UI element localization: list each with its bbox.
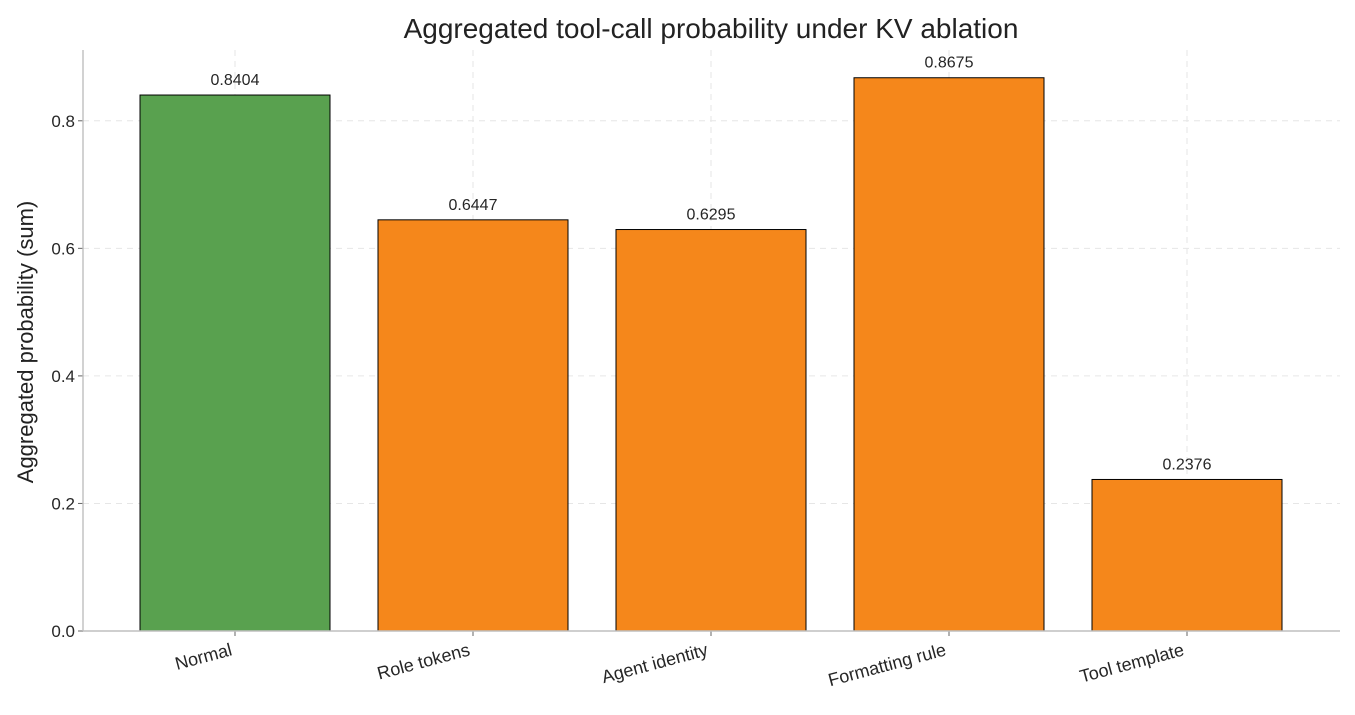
bar-value-label: 0.6447 bbox=[449, 197, 498, 214]
bar-value-label: 0.2376 bbox=[1163, 456, 1212, 473]
y-tick-label: 0.6 bbox=[51, 239, 75, 258]
bar-value-label: 0.8404 bbox=[211, 72, 260, 89]
x-tick-label: Formatting rule bbox=[826, 640, 948, 691]
x-tick-label: Role tokens bbox=[375, 640, 472, 684]
bar-tool-template bbox=[1091, 478, 1283, 632]
y-axis-label: Aggregated probability (sum) bbox=[13, 201, 38, 483]
bars bbox=[139, 77, 1283, 632]
y-tick-label: 0.0 bbox=[51, 622, 75, 641]
bar-value-label: 0.8675 bbox=[925, 55, 974, 72]
x-tick-label: Agent identity bbox=[599, 640, 710, 688]
y-tick-label: 0.4 bbox=[51, 367, 75, 386]
bar-value-label: 0.6295 bbox=[687, 207, 736, 224]
bar-agent-identity bbox=[615, 229, 807, 632]
bar-formatting-rule bbox=[853, 77, 1045, 632]
y-tick-label: 0.8 bbox=[51, 112, 75, 131]
x-tick-label: Tool template bbox=[1077, 640, 1186, 687]
y-tick-label: 0.2 bbox=[51, 494, 75, 513]
chart-title: Aggregated tool-call probability under K… bbox=[404, 13, 1019, 44]
x-tick-label: Normal bbox=[173, 640, 234, 674]
bar-normal bbox=[139, 94, 331, 632]
axes bbox=[78, 50, 1340, 636]
bar-role-tokens bbox=[377, 219, 569, 632]
